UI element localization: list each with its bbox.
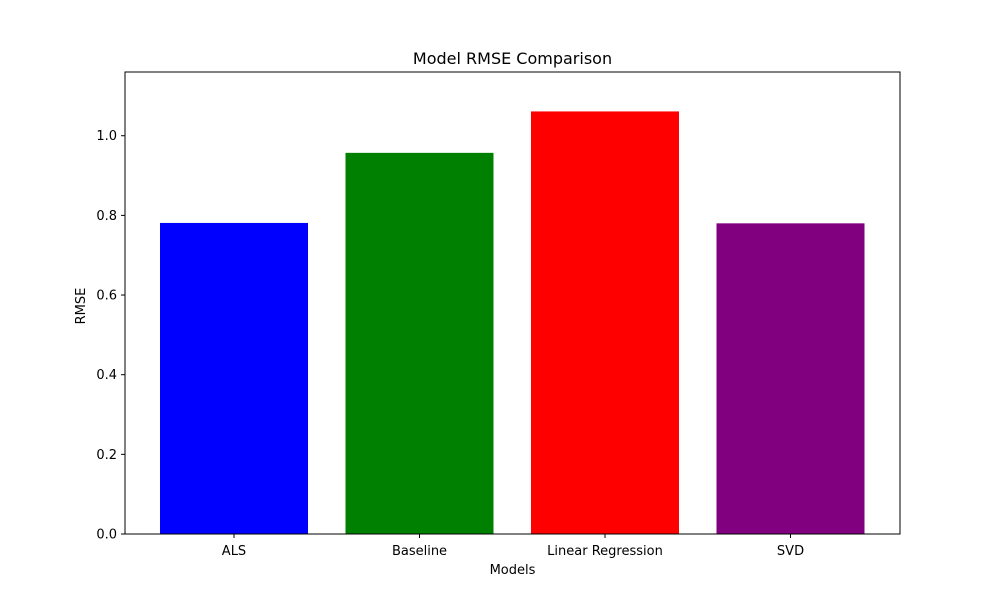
plot-frame bbox=[124, 71, 901, 535]
x-tick-label: SVD bbox=[777, 544, 804, 559]
x-axis: ALS Baseline Linear Regression SVD bbox=[222, 534, 804, 559]
y-tick-label: 0.6 bbox=[96, 289, 117, 304]
y-tick-label: 0.2 bbox=[96, 448, 117, 463]
y-tick-label: 0.0 bbox=[96, 528, 117, 543]
bar-linear-regression bbox=[531, 111, 679, 535]
y-tick-label: 1.0 bbox=[96, 129, 117, 144]
chart-title: Model RMSE Comparison bbox=[413, 49, 612, 68]
bar-als bbox=[160, 222, 308, 534]
x-tick-label: Linear Regression bbox=[547, 544, 663, 559]
bar-baseline bbox=[345, 152, 494, 534]
bar-svd bbox=[716, 223, 865, 534]
x-tick-label: ALS bbox=[222, 544, 246, 559]
x-tick-label: Baseline bbox=[392, 544, 447, 559]
x-axis-label: Models bbox=[490, 563, 536, 578]
y-axis-label: RMSE bbox=[74, 288, 89, 325]
y-tick-label: 0.8 bbox=[96, 209, 117, 224]
y-axis: 0.0 0.2 0.4 0.6 0.8 1.0 bbox=[96, 129, 125, 543]
bars-layer bbox=[160, 111, 865, 535]
y-tick-label: 0.4 bbox=[96, 368, 117, 383]
